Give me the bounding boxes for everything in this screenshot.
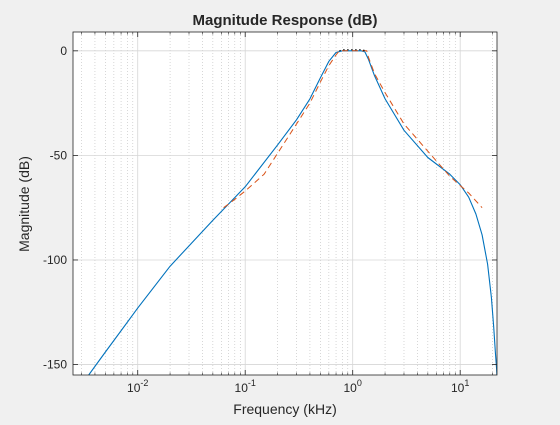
plot-area: [73, 32, 497, 375]
series-line-2: [223, 50, 483, 209]
ticks-group: 10-2 10-1 100 101 0 -50 -100 -150: [43, 32, 497, 395]
y-tick-label: -100: [43, 253, 67, 267]
x-axis-label: Frequency (kHz): [233, 401, 336, 417]
x-tick-label: 10-1: [235, 378, 256, 395]
y-tick-label: -50: [50, 148, 68, 162]
y-tick-label: -150: [43, 358, 67, 372]
y-axis-label: Magnitude (dB): [16, 156, 32, 252]
chart-title: Magnitude Response (dB): [192, 12, 377, 29]
axes-box: [72, 31, 498, 376]
x-tick-label: 100: [344, 378, 362, 395]
x-tick-label: 101: [451, 378, 469, 395]
x-tick-label: 10-2: [127, 378, 148, 395]
series-line-1: [88, 50, 497, 375]
series-group: [88, 49, 497, 375]
y-tick-label: 0: [60, 44, 67, 58]
